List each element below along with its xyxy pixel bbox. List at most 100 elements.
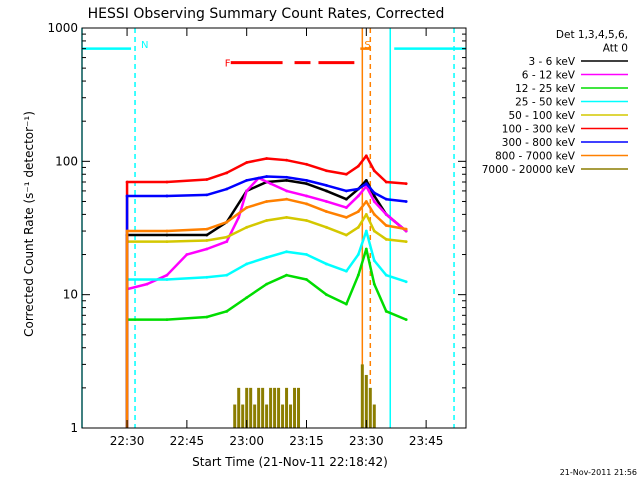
- data-point: [225, 309, 229, 313]
- data-point: [165, 180, 169, 184]
- data-point: [356, 253, 360, 256]
- data-point: [165, 229, 169, 233]
- data-point: [404, 227, 408, 231]
- footer-timestamp: 21-Nov-2011 21:56: [560, 468, 637, 477]
- data-point: [325, 225, 328, 229]
- data-point: [225, 273, 229, 277]
- series-line-7: [125, 197, 407, 428]
- data-point: [205, 193, 209, 197]
- data-point: [205, 247, 209, 251]
- data-point: [245, 178, 249, 182]
- data-point: [285, 175, 288, 179]
- legend-label: 100 - 300 keV: [502, 124, 576, 136]
- x-tick-label: 22:30: [110, 434, 145, 448]
- data-point: [145, 282, 149, 286]
- data-point: [325, 210, 328, 213]
- data-point: [344, 189, 348, 193]
- data-point: [265, 175, 269, 178]
- data-point: [265, 256, 269, 259]
- data-point: [265, 157, 269, 160]
- legend-title-line: Att 0: [603, 43, 628, 55]
- series-line-2: [125, 247, 407, 428]
- data-point: [205, 315, 209, 319]
- y-tick-label: 1: [70, 421, 78, 435]
- y-tick-label: 100: [55, 154, 78, 168]
- legend-label: 7000 - 20000 keV: [482, 164, 576, 176]
- data-point: [237, 215, 241, 219]
- data-point: [165, 278, 169, 281]
- data-point: [285, 178, 288, 182]
- data-point: [364, 154, 368, 158]
- annotation-n-label: N: [141, 40, 148, 51]
- data-point: [225, 235, 229, 239]
- data-point: [165, 194, 169, 198]
- legend: Det 1,3,4,5,6, Att 0 3 - 6 keV 6 - 12 keV12…: [482, 29, 628, 176]
- data-point: [305, 278, 308, 281]
- data-point: [364, 229, 368, 233]
- data-point: [205, 275, 209, 279]
- legend-label: 800 - 7000 keV: [495, 151, 576, 163]
- data-point: [404, 200, 408, 203]
- data-point: [325, 169, 328, 173]
- legend-label: 300 - 800 keV: [502, 137, 576, 149]
- legend-label: 3 - 6 keV: [528, 56, 575, 68]
- data-point: [325, 200, 328, 203]
- data-point: [225, 171, 229, 175]
- data-point: [372, 259, 376, 263]
- data-point: [305, 182, 308, 186]
- data-point: [364, 200, 368, 203]
- data-point: [165, 318, 169, 322]
- legend-label: 25 - 50 keV: [515, 97, 576, 109]
- y-tick-label: 10: [63, 288, 78, 302]
- data-point: [305, 162, 308, 166]
- data-point: [344, 172, 348, 176]
- data-point: [245, 225, 249, 229]
- data-point: [364, 212, 368, 216]
- data-point: [384, 237, 388, 241]
- data-point: [364, 178, 368, 182]
- data-point: [305, 219, 308, 222]
- annotation-s-label: S: [364, 40, 370, 51]
- data-point: [205, 227, 209, 231]
- series-line-3: [125, 229, 407, 428]
- data-point: [372, 212, 376, 216]
- data-point: [305, 194, 308, 198]
- data-point: [356, 225, 360, 229]
- plot-frame: [81, 27, 467, 429]
- data-point: [205, 239, 209, 242]
- data-point: [344, 233, 348, 237]
- data-point: [356, 164, 360, 168]
- data-point: [125, 194, 129, 198]
- data-point: [384, 309, 388, 313]
- data-point: [265, 200, 269, 203]
- data-point: [404, 240, 408, 244]
- data-point: [325, 262, 328, 266]
- y-axis-label-group: Corrected Count Rate (s⁻¹ detector⁻¹): [22, 111, 36, 337]
- data-point: [356, 187, 360, 191]
- data-point: [305, 178, 308, 182]
- data-point: [372, 194, 376, 198]
- series-line-1: [125, 176, 407, 428]
- legend-label: 12 - 25 keV: [515, 83, 576, 95]
- data-point: [344, 269, 348, 273]
- data-point: [225, 220, 229, 224]
- data-point: [165, 240, 169, 244]
- x-tick-label: 23:30: [349, 434, 384, 448]
- data-point: [404, 318, 408, 322]
- data-point: [125, 229, 129, 233]
- legend-label: 50 - 100 keV: [508, 110, 575, 122]
- data-point: [305, 253, 308, 256]
- data-point: [325, 183, 328, 187]
- data-point: [165, 233, 169, 237]
- data-point: [356, 194, 360, 198]
- data-point: [225, 187, 229, 191]
- x-tick-label: 22:45: [170, 434, 205, 448]
- y-axis-label: Corrected Count Rate (s⁻¹ detector⁻¹): [22, 111, 36, 337]
- data-point: [384, 212, 388, 216]
- data-point: [265, 219, 269, 222]
- data-point: [245, 161, 249, 164]
- x-tick-label: 23:00: [229, 434, 264, 448]
- data-point: [285, 197, 288, 201]
- data-point: [285, 273, 288, 277]
- data-point: [245, 189, 249, 193]
